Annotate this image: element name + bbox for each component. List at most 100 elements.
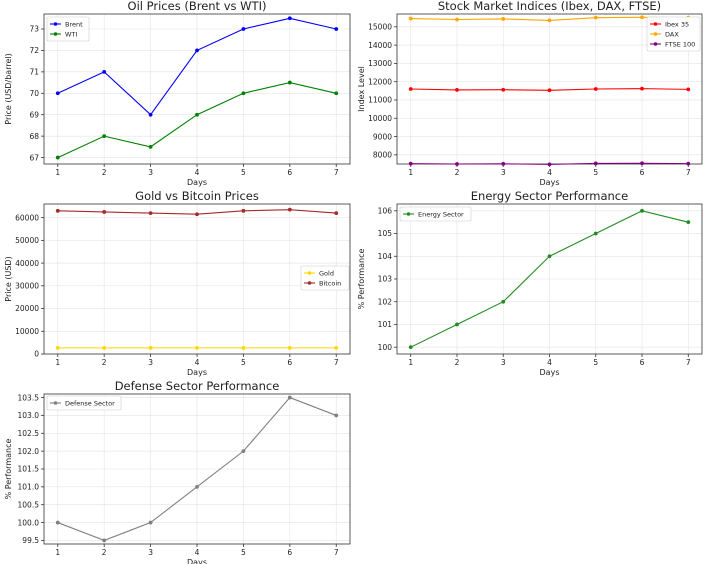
data-point (640, 208, 644, 213)
legend-swatch-marker (53, 401, 58, 405)
legend-swatch-marker (406, 212, 411, 216)
y-tick-label: 30000 (15, 282, 39, 291)
y-tick-label: 0 (34, 350, 39, 359)
y-tick-label: 67 (29, 153, 39, 162)
data-point (686, 220, 691, 225)
data-point (640, 86, 644, 91)
y-tick-label: 104 (378, 252, 393, 261)
y-axis-label: Index Level (357, 66, 366, 112)
x-tick-label: 2 (102, 548, 107, 557)
y-axis-label: % Performance (357, 249, 366, 310)
y-tick-label: 50000 (15, 236, 39, 245)
x-tick-label: 6 (640, 358, 645, 367)
data-point (55, 91, 60, 96)
chart-title: Oil Prices (Brent vs WTI) (128, 0, 267, 13)
data-point (408, 16, 413, 21)
y-tick-label: 40000 (15, 259, 39, 268)
y-tick-label: 99.5 (22, 536, 39, 545)
legend-box (300, 265, 350, 291)
data-point (102, 538, 107, 543)
data-point (55, 345, 60, 350)
chart-title: Defense Sector Performance (115, 379, 280, 393)
data-point (102, 210, 107, 214)
y-tick-label: 100 (378, 343, 393, 352)
data-point (501, 87, 506, 92)
data-point (408, 87, 413, 91)
data-point (287, 16, 292, 21)
x-tick-label: 1 (408, 358, 413, 367)
x-tick-label: 4 (547, 168, 552, 177)
legend-entry-label: Ibex 35 (665, 20, 689, 28)
legend-entry-label: Brent (65, 20, 83, 28)
data-point (334, 27, 339, 31)
data-point (102, 69, 107, 74)
data-point (148, 345, 153, 350)
data-point (287, 207, 292, 212)
x-tick-label: 2 (102, 358, 107, 367)
data-point (334, 413, 339, 418)
y-tick-label: 102 (378, 297, 393, 306)
x-tick-label: 4 (195, 548, 200, 557)
chart-title: Gold vs Bitcoin Prices (135, 189, 259, 203)
x-tick-label: 6 (287, 548, 292, 557)
legend-swatch-marker (53, 32, 58, 36)
y-tick-label: 103.0 (18, 411, 40, 420)
legend-swatch-marker (307, 281, 312, 285)
data-point (55, 208, 60, 213)
y-tick-label: 103 (378, 275, 393, 284)
data-point (593, 161, 598, 166)
data-point (593, 87, 598, 91)
x-tick-label: 4 (195, 168, 200, 177)
y-tick-label: 101.0 (18, 483, 40, 492)
x-tick-label: 5 (593, 168, 598, 177)
x-tick-label: 5 (241, 168, 246, 177)
x-tick-label: 5 (593, 358, 598, 367)
x-axis-label: Days (540, 368, 560, 377)
data-point (148, 520, 153, 525)
x-tick-label: 2 (455, 168, 460, 177)
x-axis-label: Days (187, 558, 207, 564)
legend-box (646, 16, 701, 52)
legend-entry-label: Defense Sector (65, 399, 115, 407)
x-tick-label: 5 (241, 358, 246, 367)
x-tick-label: 3 (148, 168, 153, 177)
x-tick-label: 1 (55, 168, 60, 177)
data-point (148, 112, 153, 117)
y-tick-label: 100.0 (18, 518, 40, 527)
y-tick-label: 72 (29, 46, 39, 55)
legend-box (46, 395, 122, 411)
x-tick-label: 7 (686, 358, 691, 367)
data-point (148, 211, 153, 215)
data-point (195, 345, 199, 350)
data-point (102, 345, 107, 350)
y-tick-label: 12000 (368, 77, 392, 86)
data-point (455, 88, 459, 92)
x-tick-label: 5 (241, 548, 246, 557)
data-point (334, 211, 339, 215)
data-point (241, 345, 246, 350)
y-tick-label: 101.5 (18, 465, 40, 474)
data-point (408, 345, 413, 350)
data-point (102, 134, 107, 139)
data-point (640, 161, 644, 166)
data-point (195, 112, 199, 117)
legend-box (399, 206, 472, 222)
y-tick-label: 15000 (368, 23, 392, 32)
data-point (686, 161, 691, 166)
y-tick-label: 101 (378, 320, 393, 329)
y-tick-label: 103.5 (18, 393, 40, 402)
y-tick-label: 100.5 (18, 500, 40, 509)
y-tick-label: 105 (378, 229, 393, 238)
x-axis-label: Days (187, 178, 207, 187)
y-tick-label: 102.5 (18, 429, 40, 438)
data-point (547, 18, 552, 23)
x-tick-label: 7 (686, 168, 691, 177)
x-axis-label: Days (540, 178, 560, 187)
x-tick-label: 6 (287, 168, 292, 177)
data-point (195, 484, 199, 489)
data-point (148, 144, 153, 149)
legend-entry-label: Energy Sector (418, 210, 464, 218)
data-point (55, 520, 60, 525)
data-point (287, 80, 292, 85)
